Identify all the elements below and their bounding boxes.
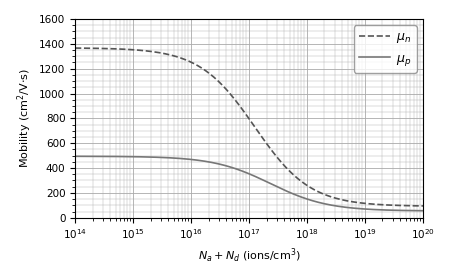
$\mu_p$ [162,156,167,159]
$\mu_n$ [334,197,340,200]
$\mu_p$ [134,155,140,158]
Legend: $\mu_n$, $\mu_p$: $\mu_n$, $\mu_p$ [354,25,417,73]
$\mu_n$ [305,184,310,187]
X-axis label: $N_a + N_d$ (ions/cm$^3$): $N_a + N_d$ (ions/cm$^3$) [198,247,301,265]
Line: $\mu_p$: $\mu_p$ [75,156,423,211]
$\mu_p$ [277,186,283,190]
$\mu_p$ [420,209,426,213]
$\mu_n$ [72,46,78,50]
$\mu_p$ [334,204,340,208]
$\mu_n$ [230,95,235,98]
Y-axis label: Mobility (cm$^2$/V$\cdot$s): Mobility (cm$^2$/V$\cdot$s) [15,68,34,168]
$\mu_n$ [420,204,426,207]
Line: $\mu_n$: $\mu_n$ [75,48,423,206]
$\mu_p$ [305,197,310,201]
$\mu_n$ [162,52,167,55]
$\mu_n$ [134,48,140,52]
$\mu_p$ [230,166,235,169]
$\mu_n$ [277,159,283,163]
$\mu_p$ [72,155,78,158]
